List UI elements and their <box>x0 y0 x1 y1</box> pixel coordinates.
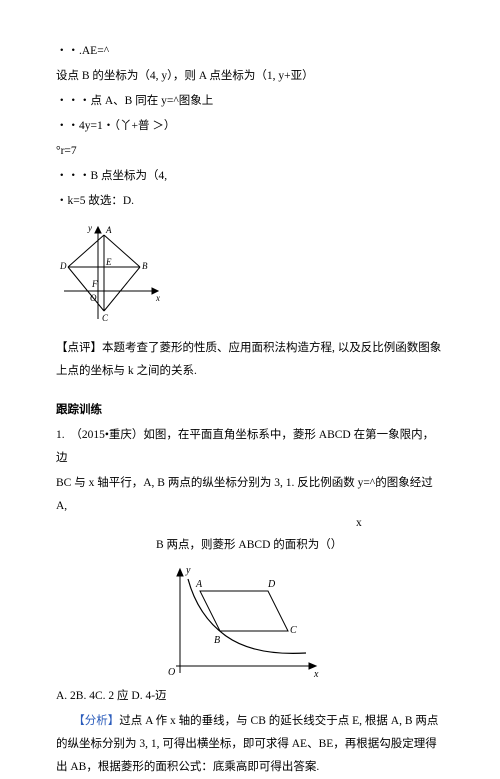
line-ae: ・・.AE=^ <box>56 40 444 63</box>
line-k5: ・k=5 故选：D. <box>56 190 444 213</box>
fig1-label-e: E <box>105 257 112 267</box>
q1-frac-denom: x <box>356 518 444 530</box>
analysis-para: 【分析】过点 A 作 x 轴的垂线，与 CB 的延长线交于点 E, 根据 A, … <box>56 710 444 779</box>
fig2-label-y: y <box>185 565 191 576</box>
q1-line2-main: BC 与 x 轴平行，A, B 两点的纵坐标分别为 3, 1. 反比例函数 y=… <box>56 477 433 512</box>
comment-para: 【点评】本题考查了菱形的性质、应用面积法构造方程, 以及反比例函数图象上点的坐标… <box>56 337 444 383</box>
fig1-label-f: F <box>91 279 98 289</box>
analysis-label: 【分析】 <box>79 715 119 727</box>
fig2-label-b: B <box>214 635 220 646</box>
fig2-caption: B 两点，则菱形 ABCD 的面积为（） <box>156 534 444 557</box>
fig2-label-a: A <box>195 579 203 590</box>
fig2-label-c: C <box>290 625 297 636</box>
comment-label: 【点评】 <box>56 342 102 354</box>
figure-rhombus-axes: A B C D E F O x y <box>56 219 444 329</box>
line-r7: °r=7 <box>56 140 444 163</box>
fig1-label-d: D <box>59 261 67 271</box>
figure-rhombus-curve: A D B C O x y <box>156 561 444 681</box>
line-setpoint: 设点 B 的坐标为（4, y），则 A 点坐标为（1, y+亚） <box>56 65 444 88</box>
line-bcoord: ・・・B 点坐标为（4, <box>56 165 444 188</box>
fig2-label-d: D <box>267 579 276 590</box>
fig2-label-o: O <box>168 667 175 678</box>
fig1-label-y: y <box>87 223 92 233</box>
fig1-label-c: C <box>102 313 109 323</box>
line-4y: ・・4y=1・（丫+普 ＞） <box>56 115 444 138</box>
fig1-label-o: O <box>90 293 97 303</box>
fig1-label-b: B <box>142 261 148 271</box>
comment-text: 本题考查了菱形的性质、应用面积法构造方程, 以及反比例函数图象上点的坐标与 k … <box>56 342 441 377</box>
choices: A. 2B. 4C. 2 应 D. 4-迈 <box>56 685 444 708</box>
track-title: 跟踪训练 <box>56 399 444 422</box>
q1-line2: BC 与 x 轴平行，A, B 两点的纵坐标分别为 3, 1. 反比例函数 y=… <box>56 472 444 518</box>
q1-line1: 1. （2015•重庆）如图，在平面直角坐标系中，菱形 ABCD 在第一象限内，… <box>56 424 444 470</box>
fig2-label-x: x <box>313 669 319 680</box>
line-ab-on-graph: ・・・点 A、B 同在 y=^图象上 <box>56 90 444 113</box>
fig1-label-a: A <box>105 225 112 235</box>
fig1-label-x: x <box>155 293 160 303</box>
